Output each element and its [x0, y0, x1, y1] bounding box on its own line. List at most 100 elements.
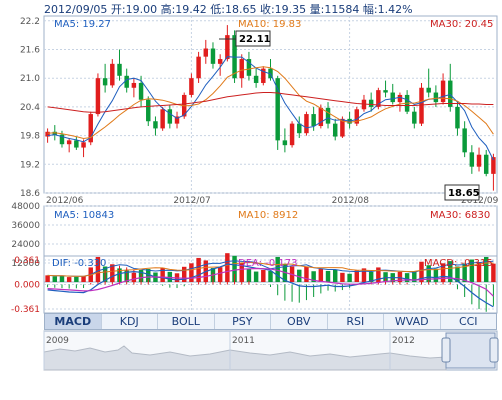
macd-dif-label: DIF: -0.330: [52, 258, 106, 269]
tab-cci[interactable]: CCI: [458, 315, 478, 328]
candle-body: [81, 142, 86, 148]
low-callout: 18.65: [444, 184, 480, 201]
volume-ma5-label: MA5: 10843: [54, 210, 114, 221]
volume-bar: [412, 271, 417, 282]
price-y-tick: 19.8: [20, 132, 40, 142]
macd-y-tick: -0.361: [11, 305, 40, 315]
macd-dea-label: DEA: -0.173: [238, 258, 297, 269]
price-ma5-line: [47, 56, 494, 161]
volume-bar: [275, 256, 280, 282]
volume-bar: [66, 277, 72, 282]
volume-bar: [404, 273, 410, 282]
volume-bar: [160, 267, 165, 282]
candle-body: [469, 152, 475, 167]
candle-body: [239, 59, 244, 79]
candle-body: [440, 80, 446, 103]
volume-bar: [426, 265, 431, 282]
candle-body: [66, 140, 72, 145]
axis-ticks: 22.2 21.6 21.0 20.4 19.8 19.2 18.6 2012/06 2012/…: [11, 17, 499, 315]
price-ma30-line: [47, 92, 494, 113]
macd-value-label: MACD: -0.315: [424, 258, 493, 269]
candle-body: [160, 109, 165, 129]
volume-bar: [225, 253, 230, 282]
volume-bar: [282, 264, 288, 282]
candle-body: [45, 131, 50, 137]
navigator-year-labels: 2009 2011 2012: [43, 331, 415, 370]
price-x-tick: 2012/06: [46, 196, 84, 206]
volume-bar: [239, 262, 244, 282]
volume-bar: [325, 270, 331, 282]
navigator-right-handle[interactable]: [489, 337, 499, 363]
volume-bar: [340, 272, 345, 282]
tab-wvad[interactable]: WVAD: [384, 314, 441, 329]
candle-body: [332, 123, 338, 137]
price-ma10-line: [47, 66, 494, 140]
candle-body: [225, 35, 230, 60]
macd-series: [47, 263, 494, 312]
candle-body: [383, 90, 388, 93]
volume-bar: [361, 268, 367, 282]
volume-bar: [476, 262, 482, 282]
navigator-selection[interactable]: [445, 332, 496, 369]
candle-body: [340, 118, 345, 137]
candle-body: [196, 56, 201, 79]
navigator-year-label: 2009: [46, 336, 69, 346]
candle-body: [289, 123, 295, 146]
volume-bar: [253, 271, 259, 282]
tab-rsi[interactable]: RSI: [328, 314, 384, 329]
volume-bar: [318, 269, 324, 282]
volume-y-tick: 48000: [11, 202, 40, 212]
candle-body: [476, 154, 482, 167]
volume-bar: [304, 266, 309, 282]
macd-dea-line: [47, 267, 494, 297]
candle-body: [318, 107, 324, 127]
volume-bar: [332, 269, 338, 282]
macd-y-tick: 0.361: [14, 256, 40, 266]
ohlc-info-line: 2012/09/05 开:19.00 高:19.42 低:18.65 收:19.…: [44, 3, 413, 16]
navigator-left-handle[interactable]: [441, 337, 451, 363]
volume-bar: [433, 268, 439, 282]
candle-body: [419, 87, 424, 124]
volume-bar: [81, 275, 86, 282]
price-y-tick: 18.6: [20, 189, 40, 199]
tab-macd[interactable]: MACD: [45, 314, 102, 329]
candle-body: [110, 63, 115, 86]
volume-bar: [297, 269, 302, 282]
volume-bar: [491, 263, 496, 282]
volume-bar: [268, 270, 273, 282]
volume-bar: [419, 261, 424, 282]
volume-bar: [462, 263, 467, 282]
candle-body: [59, 134, 65, 145]
candle-body: [124, 75, 129, 88]
low-callout-text: 18.65: [448, 188, 480, 199]
volume-bar: [440, 263, 446, 282]
candle-body: [412, 111, 417, 124]
candle-body: [146, 99, 151, 122]
volume-bar: [347, 273, 352, 282]
volume-bar: [483, 256, 489, 282]
candle-body: [297, 123, 302, 134]
candle-body: [397, 94, 403, 103]
candle-body: [95, 78, 101, 115]
tab-psy[interactable]: PSY: [215, 314, 271, 329]
volume-ma-line: [47, 261, 494, 277]
macd-y-tick: 0.000: [14, 281, 40, 291]
candle-body: [361, 99, 367, 110]
tab-obv[interactable]: OBV: [271, 314, 328, 329]
candle-body: [217, 59, 223, 64]
tab-kdj[interactable]: KDJ: [102, 314, 158, 329]
volume-bar: [59, 275, 65, 282]
volume-bar: [74, 276, 79, 282]
volume-bar: [146, 269, 151, 282]
candle-body: [491, 157, 496, 174]
volume-bar: [354, 270, 360, 282]
candle-body: [74, 140, 79, 148]
volume-bar: [455, 266, 460, 282]
volume-ma30-label: MA30: 6830: [430, 210, 490, 221]
volume-y-tick: 24000: [11, 240, 40, 250]
tab-boll[interactable]: BOLL: [158, 314, 215, 329]
volume-bar: [181, 266, 187, 282]
volume-ma10-label: MA10: 8912: [238, 210, 298, 221]
candle-body: [462, 128, 467, 153]
